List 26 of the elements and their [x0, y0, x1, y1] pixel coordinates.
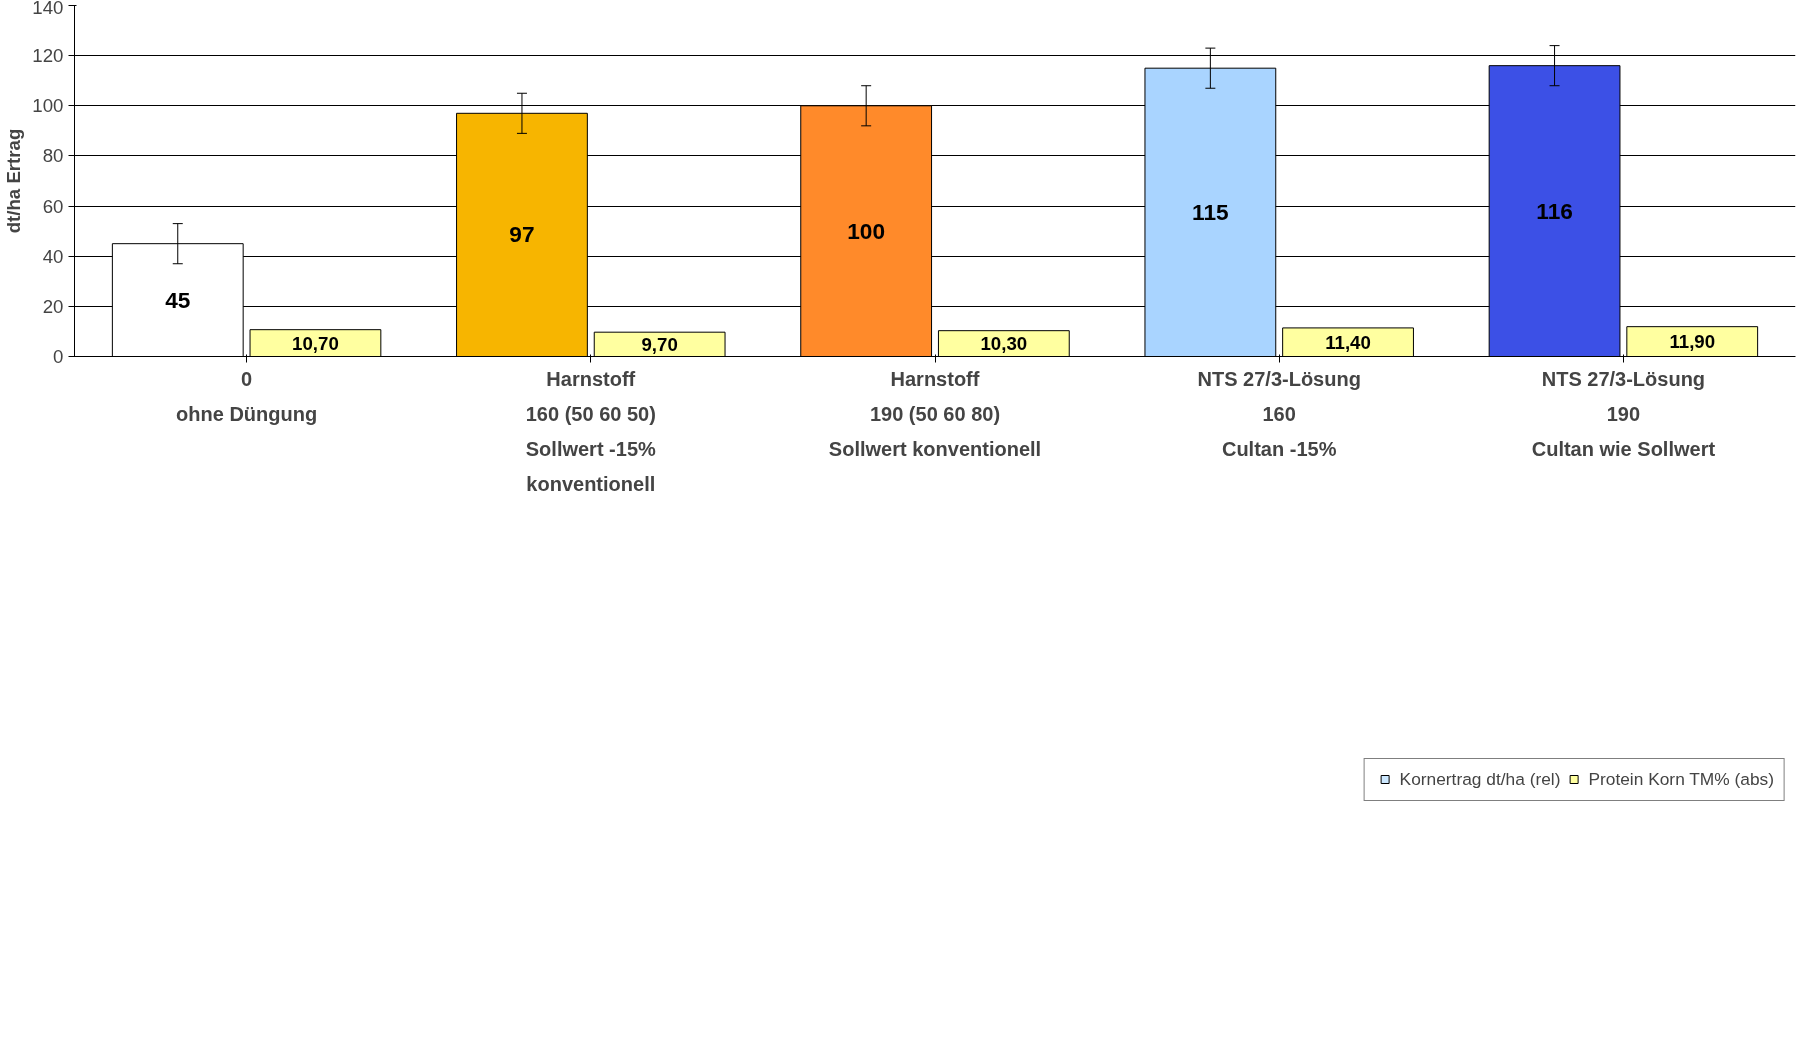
y-tick-label: 20: [42, 295, 64, 317]
data-label: 11,40: [1325, 331, 1371, 353]
legend-label: Protein Korn TM% (abs): [1588, 768, 1774, 790]
data-label: 116: [1536, 197, 1573, 224]
x-tick-label: NTS 27/3-Lösung 160 Cultan -15%: [1197, 367, 1361, 460]
data-label: 11,90: [1669, 331, 1716, 353]
data-label: 9,70: [641, 333, 678, 355]
y-tick-label: 140: [32, 0, 64, 18]
data-label: 45: [165, 286, 191, 313]
y-tick-label: 0: [53, 346, 64, 367]
x-tick-label: NTS 27/3-Lösung 190 Cultan wie Sollwert: [1531, 367, 1716, 460]
x-tick-label: Harnstoff 190 (50 60 80) Sollwert konventionell: [828, 367, 1042, 460]
y-tick-label: 120: [32, 45, 64, 67]
data-label: 97: [509, 221, 535, 248]
data-label: 10,70: [292, 332, 339, 354]
y-tick-label: 60: [42, 195, 64, 217]
data-label: 100: [847, 217, 886, 244]
y-tick-label: 100: [32, 95, 64, 117]
legend-label: Kornertrag dt/ha (rel): [1399, 768, 1561, 790]
data-label: 10,30: [980, 333, 1028, 355]
x-tick-label: Harnstoff 160 (50 60 50) Sollwert -15% konventionell: [525, 367, 657, 496]
y-tick-label: 80: [42, 145, 64, 167]
data-label: 115: [1192, 198, 1229, 225]
y-tick-label: 40: [42, 245, 64, 267]
y-axis-title: dt/ha Ertrag: [3, 128, 25, 234]
x-tick-label: 0 ohne Düngung: [176, 367, 318, 425]
